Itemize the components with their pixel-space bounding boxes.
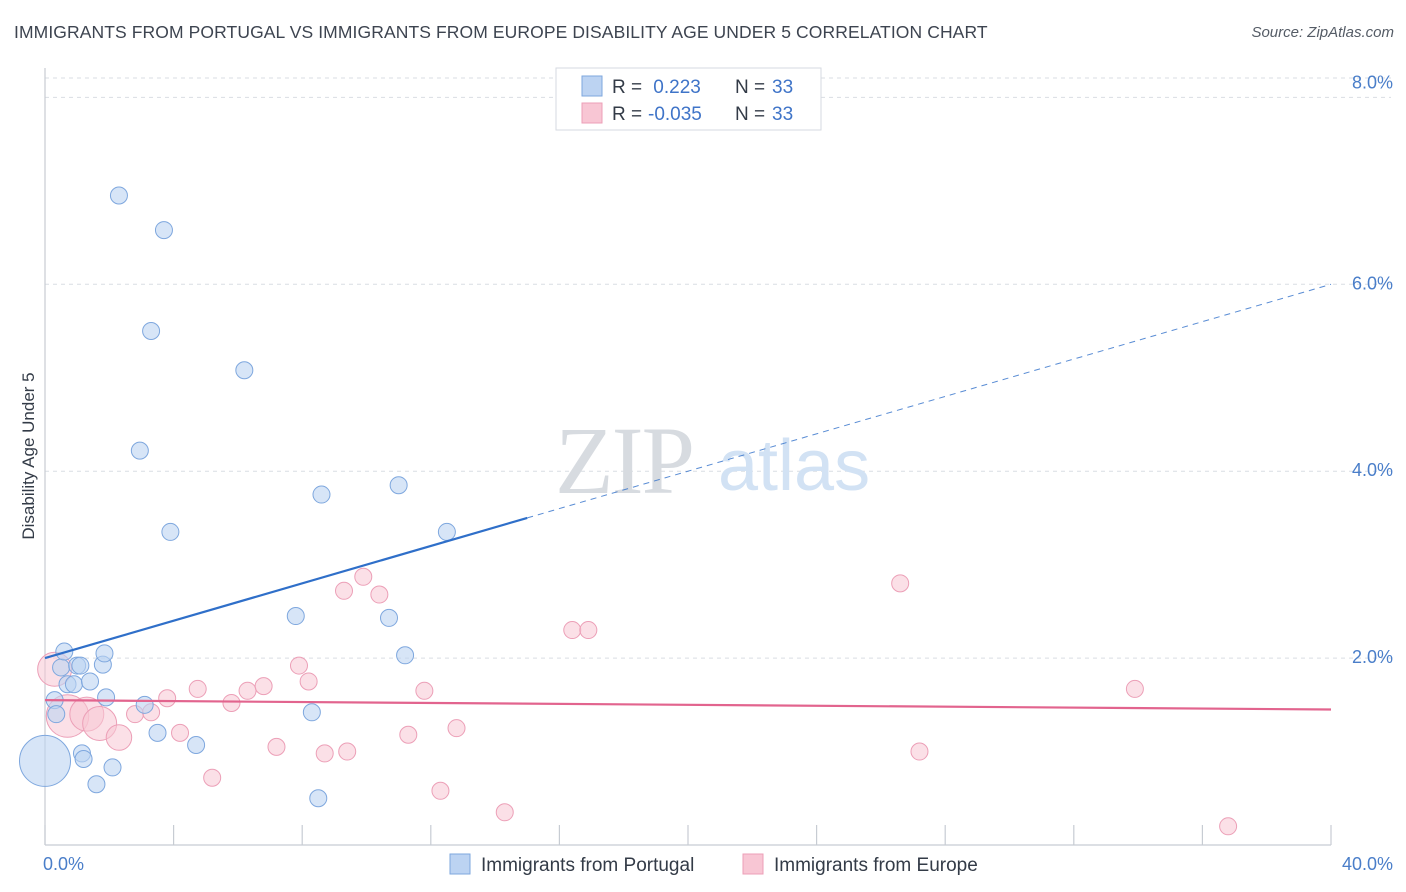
europe-point bbox=[289, 656, 308, 675]
watermark-zip: ZIP bbox=[555, 407, 693, 514]
tick-labels: 2.0% 4.0% 6.0% 8.0% 0.0% 40.0% bbox=[43, 72, 1393, 874]
portugal-point bbox=[81, 672, 100, 691]
europe-point bbox=[891, 574, 910, 593]
portugal-point bbox=[135, 695, 154, 714]
europe-point bbox=[203, 768, 222, 787]
portugal-trend-line bbox=[44, 516, 528, 660]
portugal-point bbox=[52, 658, 71, 677]
y-tick-label: 2.0% bbox=[1352, 647, 1393, 667]
portugal-point bbox=[142, 322, 161, 341]
europe-point bbox=[415, 681, 434, 700]
trend-lines bbox=[44, 283, 1332, 711]
legend: R = 0.223 N = 33 R = -0.035 N = 33 bbox=[555, 67, 822, 131]
europe-points bbox=[37, 567, 1238, 836]
legend-n-value-europe: 33 bbox=[772, 104, 793, 125]
europe-point bbox=[188, 679, 207, 698]
portugal-point bbox=[187, 736, 206, 755]
europe-point bbox=[299, 672, 318, 691]
europe-point bbox=[158, 689, 177, 708]
portugal-points bbox=[19, 186, 456, 808]
europe-point bbox=[354, 567, 373, 586]
europe-point bbox=[399, 725, 418, 744]
watermark: ZIP atlas bbox=[555, 407, 870, 514]
portugal-point bbox=[437, 522, 456, 541]
y-axis-label: Disability Age Under 5 bbox=[19, 372, 38, 539]
legend-r-label-portugal: R = bbox=[612, 77, 647, 98]
europe-trend-line bbox=[44, 699, 1332, 711]
bottom-legend-swatch-europe bbox=[742, 853, 764, 875]
portugal-point bbox=[302, 703, 321, 722]
portugal-point bbox=[74, 750, 93, 769]
portugal-point bbox=[286, 607, 305, 626]
europe-point bbox=[171, 723, 190, 742]
watermark-atlas: atlas bbox=[718, 426, 870, 506]
portugal-trend-extension bbox=[527, 283, 1332, 519]
legend-n-value-portugal: 33 bbox=[772, 77, 793, 98]
europe-point bbox=[105, 724, 133, 751]
portugal-point bbox=[97, 688, 116, 707]
europe-point bbox=[447, 719, 466, 738]
axes bbox=[44, 68, 1331, 846]
portugal-point bbox=[161, 522, 180, 541]
portugal-point bbox=[47, 705, 66, 724]
europe-point bbox=[910, 742, 929, 761]
portugal-point bbox=[235, 361, 254, 380]
bottom-legend-label-europe: Immigrants from Europe bbox=[774, 855, 978, 876]
europe-point bbox=[334, 581, 353, 600]
europe-point bbox=[563, 621, 582, 640]
portugal-point bbox=[130, 441, 149, 460]
europe-point bbox=[495, 803, 514, 822]
portugal-point bbox=[309, 789, 328, 808]
portugal-point bbox=[103, 758, 122, 777]
portugal-point bbox=[312, 485, 331, 504]
legend-swatch-europe bbox=[581, 102, 603, 124]
portugal-point bbox=[64, 675, 83, 694]
legend-n-label-europe: N = bbox=[735, 104, 770, 125]
portugal-point bbox=[396, 646, 415, 665]
gridlines bbox=[44, 77, 1391, 845]
europe-point bbox=[579, 621, 598, 640]
europe-point bbox=[267, 737, 286, 756]
legend-swatch-portugal bbox=[581, 75, 603, 97]
europe-point bbox=[370, 585, 389, 604]
europe-point bbox=[238, 681, 257, 700]
europe-point bbox=[315, 744, 334, 763]
portugal-point bbox=[148, 723, 167, 742]
y-tick-label: 4.0% bbox=[1352, 460, 1393, 480]
y-tick-label: 8.0% bbox=[1352, 72, 1393, 92]
europe-point bbox=[1125, 679, 1144, 698]
europe-point bbox=[431, 781, 450, 800]
bottom-legend-label-portugal: Immigrants from Portugal bbox=[481, 855, 694, 876]
portugal-point bbox=[95, 644, 114, 663]
bottom-legend-swatch-portugal bbox=[449, 853, 471, 875]
europe-point bbox=[222, 693, 241, 712]
bottom-legend: Immigrants from Portugal Immigrants from… bbox=[449, 853, 978, 876]
europe-point bbox=[254, 677, 273, 696]
portugal-point bbox=[109, 186, 128, 205]
chart-title: IMMIGRANTS FROM PORTUGAL VS IMMIGRANTS F… bbox=[14, 22, 988, 42]
portugal-point bbox=[389, 476, 408, 495]
y-tick-label: 6.0% bbox=[1352, 273, 1393, 293]
portugal-point bbox=[87, 775, 106, 794]
legend-n-label-portugal: N = bbox=[735, 77, 770, 98]
x-tick-label-max: 40.0% bbox=[1342, 854, 1393, 874]
legend-r-value-portugal: 0.223 bbox=[648, 77, 701, 98]
portugal-point bbox=[19, 734, 71, 787]
europe-point bbox=[1219, 817, 1238, 836]
legend-r-value-europe: -0.035 bbox=[648, 104, 702, 125]
portugal-point bbox=[154, 221, 173, 240]
portugal-point bbox=[380, 608, 399, 627]
source-label: Source: ZipAtlas.com bbox=[1251, 24, 1394, 41]
portugal-point bbox=[71, 656, 90, 675]
legend-r-label-europe: R = bbox=[612, 104, 647, 125]
europe-point bbox=[338, 742, 357, 761]
x-tick-label-min: 0.0% bbox=[43, 854, 84, 874]
